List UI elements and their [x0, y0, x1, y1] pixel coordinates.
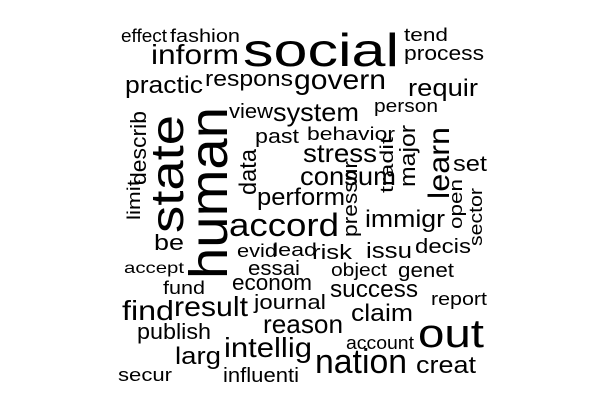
word-system: system — [273, 97, 359, 127]
word-claim: claim — [351, 300, 413, 327]
word-limit: limit — [124, 180, 144, 220]
word-result: result — [174, 291, 248, 322]
word-econom: econom — [232, 270, 312, 295]
word-stress: stress — [303, 138, 377, 168]
word-larg: larg — [175, 343, 221, 370]
word-object: object — [331, 260, 387, 280]
word-learn: learn — [423, 127, 456, 199]
word-reason: reason — [263, 309, 343, 339]
word-fund: fund — [163, 278, 205, 298]
word-decis: decis — [415, 236, 471, 258]
word-journal: journal — [253, 292, 326, 314]
word-data: data — [235, 148, 262, 195]
word-nation: nation — [315, 343, 407, 381]
word-requir: requir — [408, 75, 478, 102]
word-tend: tend — [404, 25, 448, 45]
word-consum: consum — [300, 161, 396, 191]
word-describ: describ — [126, 111, 151, 185]
word-human: human — [179, 107, 239, 279]
word-social: social — [243, 24, 399, 76]
word-immigr: immigr — [365, 206, 445, 233]
word-state: state — [141, 115, 193, 233]
word-lead: lead — [273, 240, 317, 260]
word-person: person — [374, 96, 438, 116]
word-publish: publish — [137, 319, 211, 344]
word-tradit: tradit — [377, 137, 397, 193]
word-practic: practic — [125, 72, 203, 99]
word-evid: evid — [237, 241, 277, 261]
word-major: major — [395, 125, 420, 187]
word-secur: secur — [118, 365, 172, 385]
word-find: find — [122, 295, 174, 326]
word-out: out — [418, 312, 484, 356]
word-set: set — [453, 151, 487, 176]
word-genet: genet — [398, 260, 454, 282]
word-report: report — [431, 289, 487, 309]
word-issu: issu — [366, 238, 412, 263]
word-process: process — [404, 43, 484, 65]
word-effect: effect — [121, 26, 167, 46]
word-fashion: fashion — [170, 26, 240, 46]
word-inform: inform — [151, 39, 239, 70]
word-influenti: influenti — [223, 365, 299, 387]
word-success: success — [330, 276, 418, 303]
word-perform: perform — [257, 184, 345, 211]
word-sector: sector — [466, 188, 486, 246]
word-open: open — [446, 179, 466, 229]
word-intellig: intellig — [224, 332, 312, 363]
word-past: past — [255, 126, 300, 148]
word-cloud-words: effect fashion social tend inform process prac… — [118, 24, 487, 387]
word-accord: accord — [229, 207, 339, 243]
word-essai: essai — [248, 258, 300, 280]
word-be: be — [154, 230, 184, 255]
word-pressur: pressur — [340, 161, 362, 237]
word-view: view — [229, 101, 274, 123]
word-creat: creat — [416, 352, 476, 379]
word-accept: accept — [124, 260, 185, 277]
word-account: account — [346, 333, 414, 353]
word-respons: respons — [205, 66, 293, 91]
word-behavior: behavior — [307, 124, 395, 144]
word-govern: govern — [294, 64, 386, 95]
word-risk: risk — [312, 242, 353, 264]
